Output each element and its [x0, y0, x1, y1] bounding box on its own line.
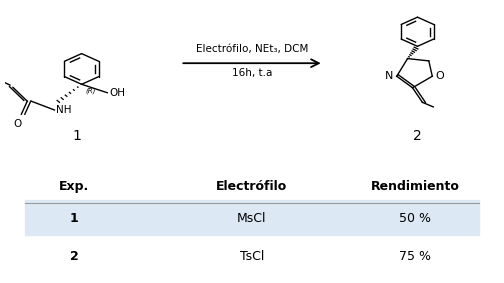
Text: 1: 1	[72, 129, 81, 143]
Text: Rendimiento: Rendimiento	[370, 180, 460, 193]
Text: N: N	[385, 71, 393, 81]
Text: MsCl: MsCl	[237, 212, 267, 225]
Text: 75 %: 75 %	[399, 250, 431, 263]
Text: 50 %: 50 %	[399, 212, 431, 225]
Text: (R): (R)	[85, 87, 95, 94]
Text: TsCl: TsCl	[240, 250, 264, 263]
Text: 2: 2	[70, 250, 79, 263]
Text: 1: 1	[70, 212, 79, 225]
Text: OH: OH	[109, 88, 125, 98]
Text: 2: 2	[413, 129, 422, 143]
Bar	[25, 200, 479, 235]
Text: Electrófilo, NEt₃, DCM: Electrófilo, NEt₃, DCM	[196, 44, 308, 53]
Text: O: O	[13, 119, 22, 129]
Text: 16h, t.a: 16h, t.a	[232, 68, 272, 78]
Text: Electrófilo: Electrófilo	[216, 180, 288, 193]
Text: NH: NH	[56, 105, 72, 115]
Text: Exp.: Exp.	[59, 180, 89, 193]
Text: O: O	[436, 71, 445, 81]
